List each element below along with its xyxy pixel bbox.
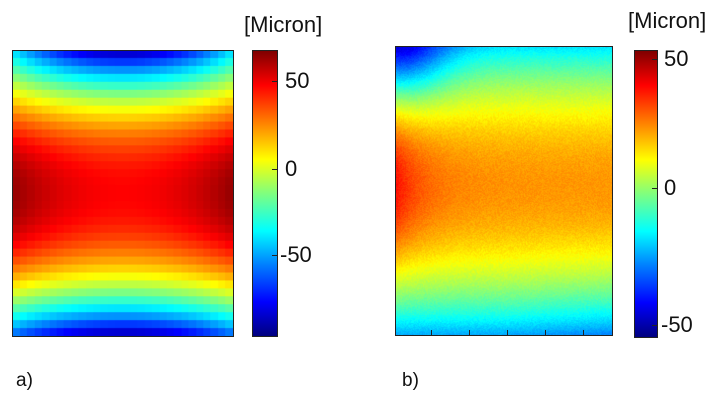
- colorbar-a-tickmark-50: [272, 81, 278, 82]
- colorbar-a-tickmark-0: [272, 169, 278, 170]
- colorbar-a-tick-neg50: -50: [280, 242, 312, 267]
- heatmap-b-canvas: [396, 47, 612, 335]
- colorbar-b-tickmark-0: [652, 188, 658, 189]
- heatmap-b-xtick-1: [431, 330, 432, 336]
- heatmap-b: [395, 46, 613, 336]
- heatmap-b-xtick-4: [545, 330, 546, 336]
- heatmap-b-xtick-5: [583, 330, 584, 336]
- colorbar-b-tick-0: 0: [664, 175, 677, 200]
- colorbar-a-tickmark-neg50: [272, 255, 278, 256]
- colorbar-a: [252, 50, 278, 337]
- colorbar-a-tick-50: 50: [285, 68, 310, 93]
- colorbar-b-tick-neg50: -50: [661, 312, 693, 337]
- heatmap-a: [12, 50, 234, 337]
- heatmap-b-xtick-2: [469, 330, 470, 336]
- heatmap-a-canvas: [13, 51, 233, 336]
- colorbar-b: [634, 50, 658, 338]
- colorbar-b-tickmark-neg50: [652, 325, 658, 326]
- colorbar-b-tickmark-50: [652, 59, 658, 60]
- colorbar-b-tick-50: 50: [664, 46, 689, 71]
- heatmap-b-xtick-3: [507, 330, 508, 336]
- colorbar-a-tick-0: 0: [285, 156, 298, 181]
- panel-label-a: a): [16, 370, 33, 391]
- colorbar-a-unit: [Micron]: [244, 12, 323, 37]
- colorbar-b-unit: [Micron]: [628, 8, 707, 33]
- panel-label-b: b): [402, 370, 419, 391]
